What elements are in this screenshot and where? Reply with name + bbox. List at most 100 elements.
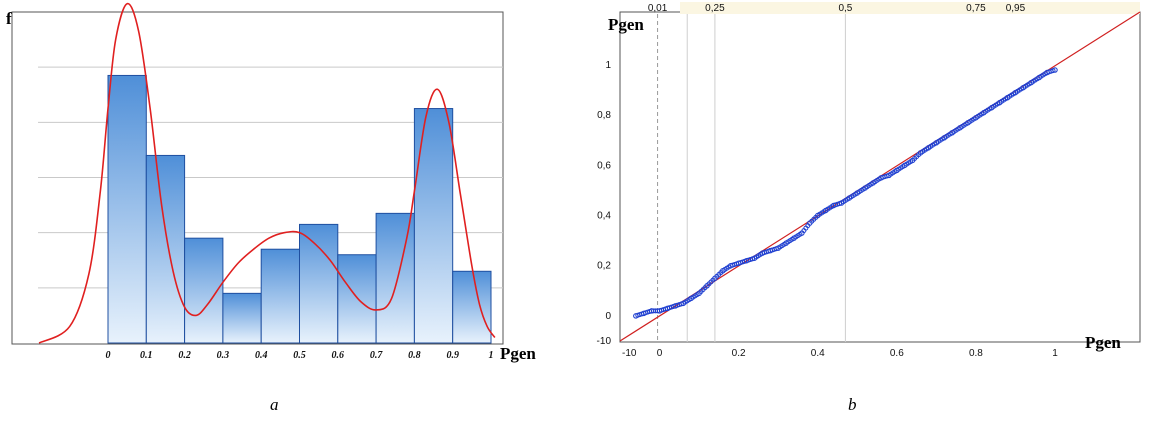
data-point xyxy=(935,139,941,145)
data-point xyxy=(722,266,728,272)
data-point xyxy=(748,256,753,262)
data-point xyxy=(814,212,821,219)
data-point xyxy=(1024,82,1030,88)
x-tick-label: 0.7 xyxy=(370,350,384,361)
x-tick-label-b: 0.8 xyxy=(969,348,983,359)
histogram-bar xyxy=(452,270,492,344)
data-point xyxy=(730,262,736,268)
data-point xyxy=(1048,68,1054,74)
data-point xyxy=(908,159,914,165)
data-point xyxy=(945,132,951,138)
data-point xyxy=(696,290,702,297)
data-point xyxy=(872,179,878,185)
data-point xyxy=(981,109,987,116)
x-tick-label: 0.9 xyxy=(446,350,459,361)
data-point xyxy=(771,246,777,252)
histogram-bar xyxy=(375,212,415,344)
data-point xyxy=(700,287,706,293)
data-point xyxy=(640,310,647,317)
data-point xyxy=(799,230,805,236)
x-tick-label: 1 xyxy=(489,350,494,361)
data-point xyxy=(1007,93,1013,99)
data-point xyxy=(821,209,827,215)
data-point xyxy=(880,174,886,180)
x-axis-label-b: Pgen xyxy=(1085,333,1121,352)
histogram-chart-a: 0 0.1 0.2 0.3 0.4 0.5 0.6 0.7 0.8 0.9 1 f Pgen a xyxy=(6,2,536,414)
data-point xyxy=(987,106,993,112)
histogram-bar xyxy=(260,248,301,344)
data-point xyxy=(690,294,696,300)
data-point xyxy=(1044,69,1050,76)
data-point xyxy=(817,211,823,217)
data-point xyxy=(797,231,803,237)
data-point xyxy=(765,248,771,254)
data-point xyxy=(742,258,748,264)
data-point xyxy=(714,273,720,279)
data-point xyxy=(892,169,898,175)
x-axis-label-a: Pgen xyxy=(500,344,536,363)
data-point xyxy=(898,165,904,171)
data-point xyxy=(979,111,985,117)
data-point xyxy=(923,146,929,152)
data-point xyxy=(969,117,975,123)
data-point xyxy=(949,129,955,136)
data-point xyxy=(995,101,1001,107)
x-tick-label: 0.2 xyxy=(178,350,191,361)
data-point xyxy=(743,257,750,264)
data-point xyxy=(835,201,840,207)
y-tick-label-b: -10 xyxy=(597,336,612,347)
data-point xyxy=(827,205,833,211)
data-point xyxy=(777,244,783,250)
data-point xyxy=(662,306,668,312)
data-point xyxy=(779,243,785,249)
histogram-bar xyxy=(299,223,339,344)
data-point xyxy=(753,254,759,260)
data-point xyxy=(757,251,763,257)
x-tick-label: 0 xyxy=(106,350,111,361)
x-tick-label: 0.1 xyxy=(140,350,153,361)
data-point xyxy=(633,313,639,319)
data-point xyxy=(836,201,842,207)
data-point xyxy=(894,167,900,174)
data-point xyxy=(647,309,653,315)
data-point xyxy=(670,304,676,309)
data-point xyxy=(702,285,708,291)
data-point xyxy=(896,166,902,172)
data-point xyxy=(985,107,991,113)
data-point xyxy=(1030,78,1036,84)
y-axis-label-b: Pgen xyxy=(608,15,644,34)
histogram-bar xyxy=(413,108,454,344)
data-point xyxy=(991,103,997,109)
data-point xyxy=(637,312,643,318)
histogram-bar xyxy=(337,254,377,344)
data-point xyxy=(791,235,797,241)
data-point xyxy=(868,181,874,187)
x-tick-label: 0.6 xyxy=(332,350,345,361)
data-point xyxy=(929,142,935,148)
data-point xyxy=(1038,73,1044,79)
data-point xyxy=(775,245,781,251)
data-point xyxy=(688,295,694,302)
data-point xyxy=(1032,77,1038,83)
data-point xyxy=(740,259,746,265)
panel-label-a: a xyxy=(270,395,279,414)
top-tick-label: 0,95 xyxy=(1006,3,1026,14)
data-point xyxy=(767,247,774,254)
data-point xyxy=(735,260,742,266)
data-point xyxy=(661,307,666,313)
data-point xyxy=(967,118,973,124)
y-axis-label-a: f xyxy=(6,9,12,28)
data-point xyxy=(718,270,724,276)
data-point xyxy=(769,247,775,253)
data-point xyxy=(773,246,779,252)
data-point xyxy=(854,190,861,196)
data-point xyxy=(1050,68,1056,74)
data-point xyxy=(1022,83,1028,89)
data-point xyxy=(822,207,829,214)
data-point xyxy=(829,204,835,210)
data-point xyxy=(852,191,858,197)
data-point xyxy=(803,225,809,231)
data-point xyxy=(763,249,769,255)
data-point xyxy=(838,200,845,206)
data-point xyxy=(925,145,932,151)
